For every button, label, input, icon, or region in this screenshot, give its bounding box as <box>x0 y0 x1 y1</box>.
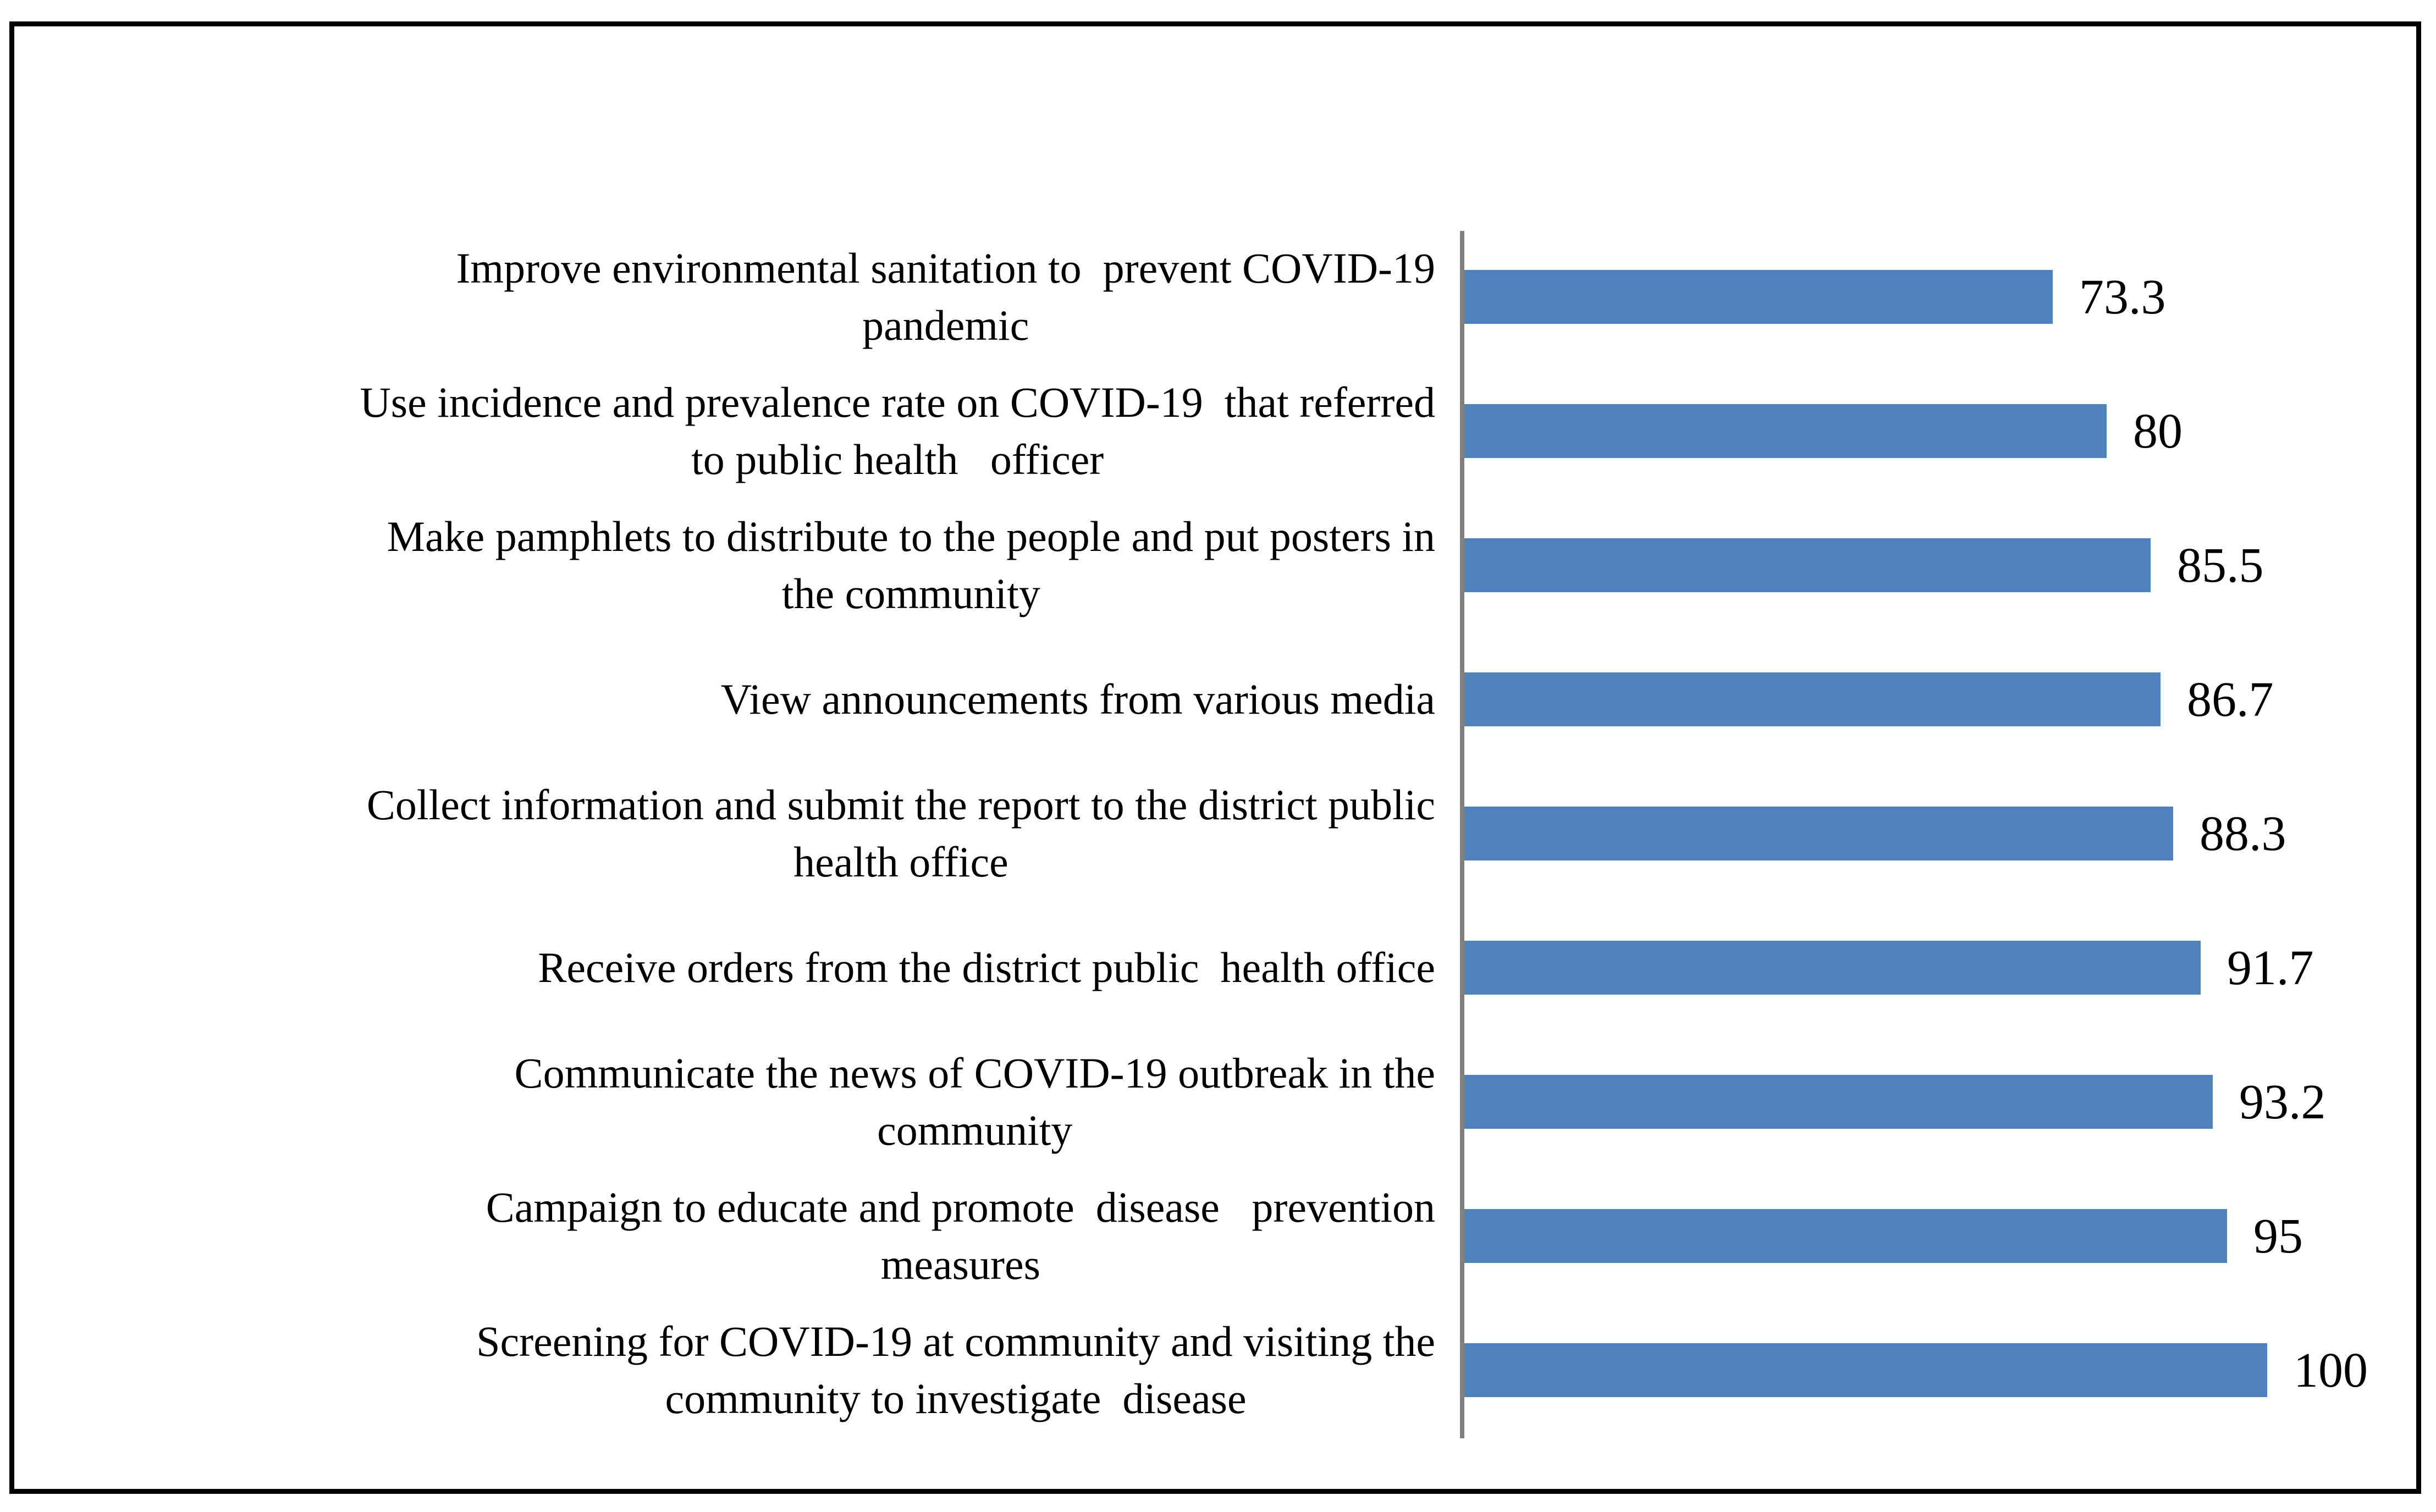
bar <box>1464 1075 2213 1129</box>
value-label: 73.3 <box>2079 269 2166 324</box>
value-label: 91.7 <box>2227 940 2314 995</box>
bar <box>1464 941 2201 995</box>
bar <box>1464 807 2173 860</box>
category-label: Collect information and submit the repor… <box>82 766 1435 901</box>
category-label-text: Communicate the news of COVID-19 outbrea… <box>514 1049 1435 1154</box>
value-label: 85.5 <box>2177 538 2264 593</box>
bar <box>1464 404 2107 458</box>
value-label: 95 <box>2253 1209 2303 1263</box>
bar <box>1464 538 2151 592</box>
category-label-text: Receive orders from the district public … <box>538 943 1435 991</box>
category-label-text: View announcements from various media <box>720 675 1435 723</box>
category-label: Screening for COVID-19 at community and … <box>82 1303 1435 1437</box>
category-label: View announcements from various media <box>82 632 1435 766</box>
bar <box>1464 270 2053 324</box>
category-label-text: Collect information and submit the repor… <box>366 781 1435 886</box>
category-label: Make pamphlets to distribute to the peop… <box>82 498 1435 632</box>
category-label: Improve environmental sanitation to prev… <box>82 230 1435 364</box>
category-label: Communicate the news of COVID-19 outbrea… <box>82 1035 1435 1169</box>
value-label: 93.2 <box>2239 1074 2326 1129</box>
category-label-text: Use incidence and prevalence rate on COV… <box>360 378 1435 483</box>
bar <box>1464 1209 2227 1263</box>
category-label-text: Campaign to educate and promote disease … <box>486 1183 1435 1288</box>
bar <box>1464 672 2161 726</box>
category-label: Campaign to educate and promote disease … <box>82 1169 1435 1303</box>
bar <box>1464 1343 2267 1397</box>
y-axis-line <box>1460 231 1464 1438</box>
category-label-text: Make pamphlets to distribute to the peop… <box>387 512 1435 617</box>
category-label: Use incidence and prevalence rate on COV… <box>82 364 1435 498</box>
category-label-text: Screening for COVID-19 at community and … <box>476 1317 1435 1422</box>
value-label: 88.3 <box>2200 806 2286 861</box>
category-label: Receive orders from the district public … <box>82 901 1435 1035</box>
category-label-text: Improve environmental sanitation to prev… <box>456 244 1435 349</box>
value-label: 100 <box>2294 1343 2368 1398</box>
value-label: 80 <box>2133 404 2183 459</box>
value-label: 86.7 <box>2187 672 2274 727</box>
